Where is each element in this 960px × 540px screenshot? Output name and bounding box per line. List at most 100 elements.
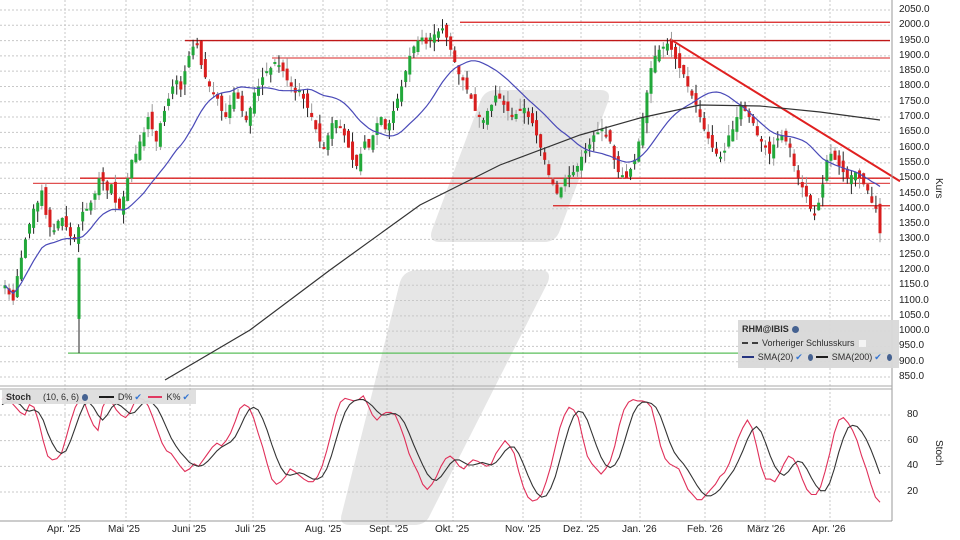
d-swatch [99,396,114,398]
candle-body [158,123,162,147]
candle-body [473,94,477,111]
candle-body [629,169,633,177]
candle-body [277,65,281,68]
candle-body [257,86,261,96]
candle-body [494,95,498,103]
candle-body [772,144,776,159]
candle-body [608,130,612,142]
candle-body [530,113,534,124]
candle-body [301,93,305,99]
candle-body [187,55,191,68]
legend-sma20: SMA(20) [757,352,794,362]
stoch-legend: Stoch (10, 6, 6) D% ✔ K% ✔ [2,390,196,404]
candle-body [220,95,224,111]
legend-sma200: SMA(200) [831,352,873,362]
price-tick-label: 1550.0 [899,156,930,168]
candle-body [281,62,285,72]
candle-body [404,71,408,82]
sma20-line [4,60,881,295]
k-check-icon[interactable]: ✔ [182,391,191,402]
candle-body [146,117,150,130]
candle-body [19,257,23,280]
candle-body [7,288,11,295]
candle-body [334,120,338,129]
sma20-check-icon[interactable]: ✔ [795,351,803,362]
candle-body [199,40,203,66]
candle-body [265,71,269,74]
candle-body [490,104,494,111]
stoch-params: (10, 6, 6) [43,392,80,402]
month-tick-label: Mai '25 [108,524,140,535]
candle-body [665,43,669,51]
candle-body [97,178,101,196]
candle-body [481,120,485,123]
candle-body [52,230,56,233]
candle-body [641,117,645,146]
candle-body [126,178,130,201]
candle-body [624,171,628,179]
price-tick-label: 2000.0 [899,19,930,31]
candle-body [203,59,207,78]
candle-body [216,93,220,99]
sma20-swatch [742,356,754,358]
candle-body [580,156,584,171]
price-tick-label: 950.0 [899,340,925,352]
price-tick-label: 1950.0 [899,34,930,46]
candle-body [449,36,453,50]
candle-body [555,184,559,194]
candle-body [367,138,371,148]
month-tick-label: Apr. '26 [812,524,846,535]
candle-body [154,130,158,142]
prev-close-checkbox[interactable] [858,339,866,347]
candle-body [543,152,547,160]
month-tick-label: Jan. '26 [622,524,657,535]
candle-body [653,55,657,73]
price-tick-label: 1300.0 [899,233,930,245]
price-tick-label: 1050.0 [899,309,930,321]
candle-body [400,86,404,102]
candle-body [432,34,436,43]
sma200-check-icon[interactable]: ✔ [874,351,882,362]
d-check-icon[interactable]: ✔ [134,391,142,402]
stoch-settings-icon[interactable] [82,393,89,401]
candle-body [445,24,449,38]
candle-body [514,113,518,119]
sma20-settings-icon[interactable] [807,353,813,361]
stoch-tick-label: 40 [907,460,919,472]
stoch-k-line [1,394,881,503]
candle-body [792,153,796,166]
candle-body [89,202,93,211]
settings-icon[interactable] [791,325,799,333]
candle-body [637,141,641,162]
candle-body [387,123,391,131]
candle-body [796,170,800,179]
candle-body [776,138,780,141]
candle-body [498,93,502,99]
candle-body [612,145,616,160]
candle-body [48,209,52,228]
candle-body [714,148,718,154]
candle-body [604,134,608,137]
candle-body [698,109,702,118]
month-tick-label: Feb. '26 [687,524,723,535]
candle-body [408,55,412,75]
prev-close-swatch [742,342,758,344]
candle-body [232,92,236,109]
candle-body [833,150,837,160]
stoch-axis-title: Stoch [933,440,944,466]
watermark-logo [341,90,609,525]
month-tick-label: Sept. '25 [369,524,409,535]
candle-body [330,123,334,139]
candle-body [11,289,15,301]
stoch-tick-label: 20 [907,485,919,497]
price-tick-label: 1800.0 [899,80,930,92]
candle-body [694,93,698,105]
candle-body [469,94,473,99]
price-tick-label: 1850.0 [899,65,930,77]
sma200-settings-icon[interactable] [886,353,892,361]
candle-body [457,65,461,75]
candle-body [436,31,440,38]
candle-body [751,116,755,124]
candle-body [289,82,293,87]
sma200-line [164,104,881,381]
